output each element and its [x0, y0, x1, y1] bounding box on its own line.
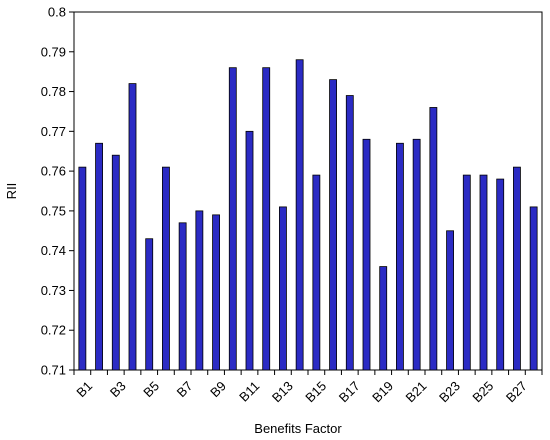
x-tick-label: B11: [236, 378, 262, 404]
x-axis-title: Benefits Factor: [254, 421, 342, 436]
bar-B26: [496, 178, 505, 371]
bar-B5: [145, 238, 154, 371]
x-tick-label: B5: [140, 378, 162, 400]
bar-B1: [78, 166, 87, 371]
bar-B18: [362, 138, 371, 371]
bar-B15: [312, 174, 321, 371]
y-tick-label: 0.77: [41, 124, 66, 139]
bar-B22: [429, 107, 438, 371]
bar-B20: [396, 142, 404, 371]
x-tick-label: B13: [269, 378, 296, 405]
bar-B17: [345, 95, 354, 371]
y-tick-label: 0.74: [41, 243, 66, 258]
y-tick-label: 0.8: [48, 5, 66, 20]
bar-B14: [295, 59, 304, 371]
y-axis-ticks: 0.71 0.72 0.73 0.74 0.75 0.76 0.77 0.78 0.79 0.8: [41, 5, 74, 378]
bar-B3: [111, 154, 120, 371]
bar-B9: [212, 214, 220, 371]
x-tick-label: B17: [336, 378, 363, 405]
x-tick-label: B7: [174, 378, 196, 400]
x-tick-label: B1: [73, 378, 95, 400]
bar-B28: [529, 206, 538, 371]
bar-B16: [329, 79, 337, 371]
bar-B4: [128, 83, 137, 371]
bars: [78, 59, 538, 371]
y-tick-label: 0.78: [41, 84, 66, 99]
bar-B13: [279, 206, 287, 371]
x-tick-label: B9: [207, 378, 229, 400]
y-axis-title: RII: [4, 183, 19, 200]
bar-B6: [162, 166, 170, 371]
bar-B21: [412, 138, 421, 371]
x-axis-ticks: B1 B3 B5 B7 B9 B11 B13 B15 B17 B19 B21 B23 B25 B27: [73, 370, 543, 405]
bar-B2: [95, 142, 103, 371]
bar-B19: [379, 266, 388, 371]
y-tick-label: 0.71: [41, 363, 66, 378]
bar-B27: [513, 166, 521, 371]
y-tick-label: 0.72: [41, 323, 66, 338]
y-tick-label: 0.76: [41, 164, 66, 179]
x-tick-label: B23: [436, 378, 463, 405]
plot-frame: [73, 11, 543, 371]
bar-B7: [178, 222, 187, 371]
bar-B23: [446, 230, 454, 371]
plot-area-border: [73, 11, 543, 371]
bar-B25: [479, 174, 488, 371]
y-tick-label: 0.79: [41, 44, 66, 59]
x-tick-label: B27: [503, 378, 530, 405]
x-tick-label: B19: [369, 378, 396, 405]
bar-B12: [262, 67, 271, 371]
bar-B8: [195, 210, 204, 371]
x-tick-label: B3: [107, 378, 129, 400]
x-tick-label: B21: [403, 378, 430, 405]
x-tick-label: B15: [302, 378, 329, 405]
y-tick-label: 0.75: [41, 203, 66, 218]
x-tick-label: B25: [469, 378, 496, 405]
bar-B11: [245, 130, 254, 371]
bar-B24: [462, 174, 471, 371]
y-tick-label: 0.73: [41, 283, 66, 298]
bar-B10: [228, 67, 237, 371]
